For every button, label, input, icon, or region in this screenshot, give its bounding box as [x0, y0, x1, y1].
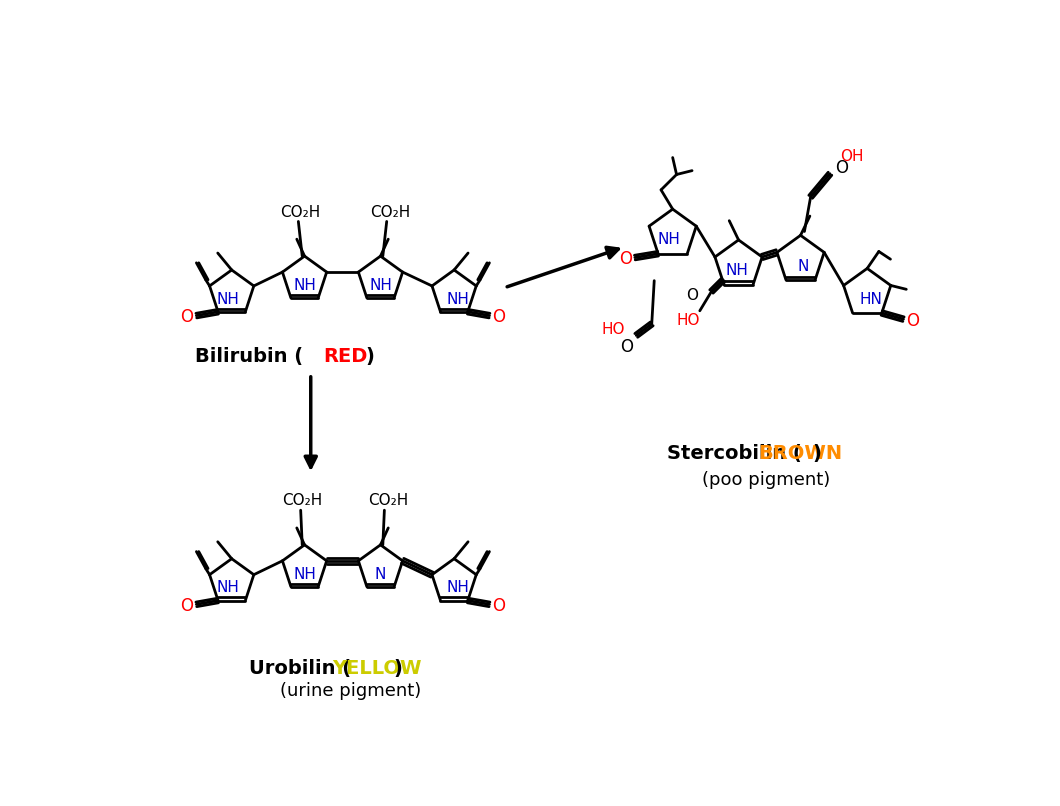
Text: NH: NH: [657, 232, 681, 247]
Text: RED: RED: [323, 347, 368, 367]
Text: CO₂H: CO₂H: [280, 205, 320, 220]
Text: Bilirubin (: Bilirubin (: [195, 347, 303, 367]
Text: CO₂H: CO₂H: [370, 205, 410, 220]
Text: NH: NH: [294, 567, 316, 582]
Text: N: N: [797, 259, 809, 273]
Text: ): ): [393, 659, 403, 678]
Text: OH: OH: [840, 149, 864, 164]
Text: O: O: [492, 308, 506, 326]
Text: NH: NH: [216, 580, 240, 596]
Text: O: O: [492, 597, 506, 615]
Text: Stercobilin (: Stercobilin (: [667, 444, 802, 463]
Text: Urobilin (: Urobilin (: [249, 659, 351, 678]
Text: HN: HN: [860, 292, 883, 307]
Text: HO: HO: [601, 322, 624, 337]
Text: NH: NH: [725, 264, 748, 278]
Text: NH: NH: [446, 292, 470, 307]
Text: O: O: [620, 338, 634, 356]
Text: YELLOW: YELLOW: [333, 659, 422, 678]
Text: ): ): [365, 347, 374, 367]
Text: O: O: [686, 288, 699, 303]
Text: O: O: [619, 250, 632, 268]
Text: (urine pigment): (urine pigment): [280, 682, 421, 700]
Text: NH: NH: [369, 278, 392, 293]
Text: (poo pigment): (poo pigment): [702, 472, 830, 489]
Text: O: O: [835, 159, 848, 177]
Text: O: O: [906, 312, 919, 330]
Text: CO₂H: CO₂H: [282, 493, 322, 509]
Text: NH: NH: [446, 580, 470, 596]
Text: O: O: [180, 308, 194, 326]
Text: BROWN: BROWN: [759, 444, 843, 463]
Text: ): ): [812, 444, 822, 463]
Text: NH: NH: [216, 292, 240, 307]
Text: O: O: [180, 597, 194, 615]
Text: CO₂H: CO₂H: [368, 493, 408, 509]
Text: NH: NH: [294, 278, 316, 293]
Text: HO: HO: [676, 314, 700, 328]
Text: N: N: [375, 567, 386, 582]
